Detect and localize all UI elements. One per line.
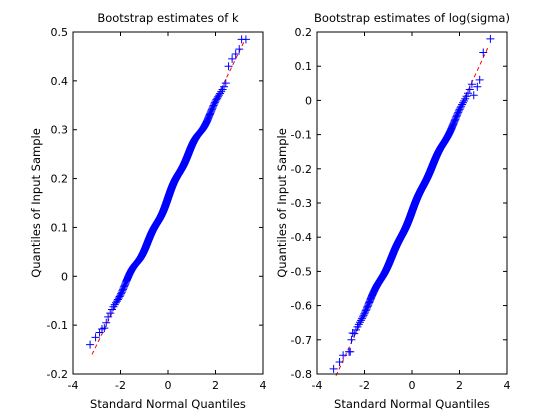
y-tick-label: -0.2 — [291, 163, 312, 176]
ticks-k: -4 -2 0 2 4 -0.2 -0.1 0 0.1 0.2 0.3 0.4 0.5 — [47, 26, 267, 392]
x-tick-label: 0 — [409, 379, 416, 392]
data-point-tail — [231, 49, 240, 58]
data-point — [460, 96, 469, 105]
data-point — [467, 80, 476, 89]
data-point-tail — [348, 328, 357, 337]
x-tick-label: 2 — [212, 379, 219, 392]
y-tick-label: 0.2 — [295, 26, 313, 39]
data-point-tail — [241, 35, 250, 44]
data-point-tail — [473, 82, 482, 91]
data-point — [106, 309, 115, 318]
data-point-tail — [224, 62, 233, 71]
data-point-tail — [469, 91, 478, 100]
y-tick-label: -0.1 — [47, 319, 68, 332]
y-tick-label: -0.8 — [291, 368, 312, 381]
y-tick-label: -0.6 — [291, 300, 312, 313]
y-tick-label: 0.1 — [295, 60, 313, 73]
x-tick-label: -2 — [359, 379, 370, 392]
data-point-tail — [235, 45, 244, 54]
data-point-tail — [346, 347, 355, 356]
data-point — [358, 312, 367, 321]
data-point-tail — [86, 340, 95, 349]
x-tick-label: 2 — [456, 379, 463, 392]
data-point — [464, 89, 473, 98]
y-tick-label: -0.1 — [291, 129, 312, 142]
data-point — [458, 100, 467, 109]
y-tick-label: 0.1 — [51, 221, 69, 234]
y-axis-title-k: Quantiles of Input Sample — [29, 128, 43, 278]
data-point — [217, 87, 226, 96]
y-tick-label: -0.3 — [291, 197, 312, 210]
data-point — [221, 79, 230, 88]
x-tick-label: -2 — [115, 379, 126, 392]
x-tick-label: 4 — [260, 379, 267, 392]
x-tick-label: -4 — [68, 379, 79, 392]
x-tick-label: 0 — [165, 379, 172, 392]
plot-title-k: Bootstrap estimates of k — [97, 11, 239, 25]
y-tick-label: -0.4 — [291, 231, 312, 244]
marks-k — [86, 35, 250, 355]
data-point — [455, 105, 464, 114]
y-tick-label: 0 — [61, 270, 68, 283]
y-tick-label: 0 — [305, 94, 312, 107]
x-axis-title-log-sigma: Standard Normal Quantiles — [334, 397, 490, 411]
data-point-tail — [329, 364, 338, 373]
data-point-tail — [339, 351, 348, 360]
x-tick-label: 4 — [504, 379, 511, 392]
y-tick-label: -0.2 — [47, 368, 68, 381]
y-tick-label: 0.5 — [51, 26, 69, 39]
data-point — [214, 92, 223, 101]
data-point-tail — [479, 48, 488, 57]
data-point-tail — [104, 312, 113, 321]
data-point — [355, 318, 364, 327]
x-tick-label: -4 — [312, 379, 323, 392]
data-point-tail — [486, 34, 495, 43]
data-point-tail — [91, 333, 100, 342]
data-point — [457, 102, 466, 111]
marks-log-sigma — [329, 34, 495, 376]
panel-k: Bootstrap estimates of k -4 -2 0 2 4 -0.2 -0.1… — [29, 11, 267, 411]
y-tick-label: 0.2 — [51, 173, 69, 186]
y-tick-label: -0.5 — [291, 265, 312, 278]
y-tick-label: 0.4 — [51, 75, 69, 88]
y-tick-label: -0.7 — [291, 334, 312, 347]
ticks-log-sigma: -4 -2 0 2 4 -0.8 -0.7 -0.6 -0.5 -0.4 -0.3 -0.2 -0.1 0… — [291, 26, 511, 392]
data-point — [356, 316, 365, 325]
data-point — [459, 98, 468, 107]
data-point-tail — [475, 75, 484, 84]
y-tick-label: 0.3 — [51, 124, 69, 137]
data-point-tail — [100, 324, 109, 333]
data-point — [350, 329, 359, 338]
data-point — [220, 82, 229, 91]
data-point-tail — [102, 318, 111, 327]
data-point-tail — [347, 335, 356, 344]
data-point — [354, 320, 363, 329]
x-axis-title-k: Standard Normal Quantiles — [90, 397, 246, 411]
data-point — [456, 103, 465, 112]
data-point-tail — [335, 358, 344, 367]
plot-title-log-sigma: Bootstrap estimates of log(sigma) — [314, 11, 510, 25]
panel-log-sigma: Bootstrap estimates of log(sigma) -4 -2 0 2… — [275, 11, 511, 411]
y-axis-title-log-sigma: Quantiles of Input Sample — [275, 128, 289, 278]
data-point — [111, 298, 120, 307]
data-point — [357, 314, 366, 323]
data-point — [465, 85, 474, 94]
data-point-tail — [228, 54, 237, 63]
